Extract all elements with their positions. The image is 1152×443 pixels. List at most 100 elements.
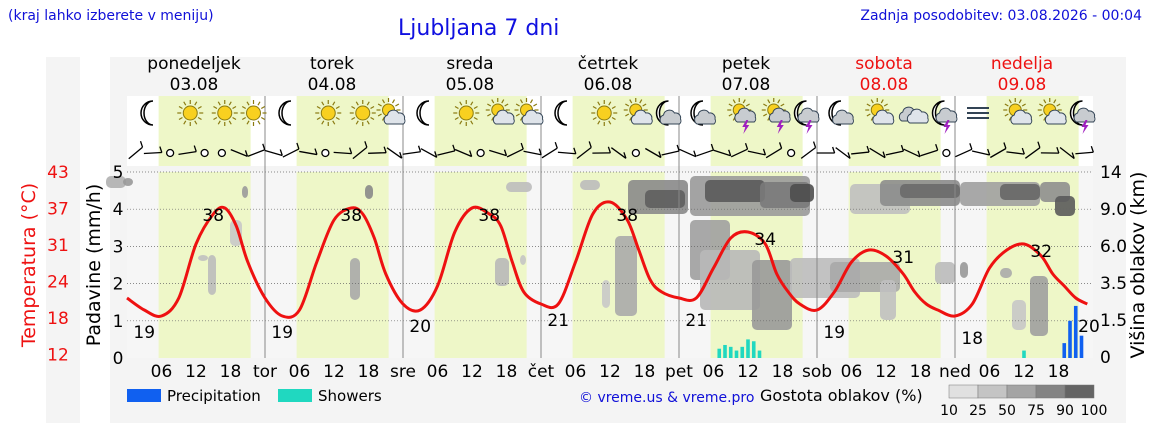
density-legend-swatch: [948, 384, 979, 399]
day-short-label: čet: [528, 362, 555, 382]
wind-barb-flag: [262, 143, 266, 150]
wind-barb-flag: [434, 151, 438, 158]
wind-barb-icon: [247, 149, 266, 157]
precip-bar: [1062, 343, 1067, 358]
moon-icon: [554, 100, 568, 126]
wind-barb-flag: [1071, 152, 1075, 159]
temperature-series: [126, 200, 1088, 319]
moon-shape: [655, 100, 669, 126]
wind-barb-icon: [368, 152, 387, 154]
sun-ray: [370, 105, 375, 110]
cloud-patch: [790, 184, 814, 202]
wind-barb-icon: [851, 151, 870, 155]
precip-bar: [1068, 320, 1072, 358]
credit-link: © vreme.us & vreme.pro: [579, 390, 754, 406]
temperature-extreme-label: 19: [823, 323, 845, 343]
cloud-patch: [506, 182, 532, 192]
moon-shape: [278, 100, 292, 126]
sun-ray: [473, 105, 478, 110]
sun-ray: [377, 113, 382, 117]
moon-shape: [416, 100, 430, 126]
sun-ray: [592, 116, 597, 121]
cloud-height-tick-label: 1.5: [1100, 311, 1127, 331]
wind-barb-flag: [364, 141, 368, 148]
cloud-patch: [1055, 196, 1075, 216]
wind-barb-flag: [469, 150, 473, 157]
wind-barb-flag: [573, 147, 577, 154]
last-updated: Zadnja posodobitev: 03.08.2026 - 00:04: [860, 8, 1142, 24]
chart-title: Ljubljana 7 dni: [398, 16, 560, 41]
grid-lines: [127, 96, 1093, 358]
sun-ray: [335, 116, 340, 121]
wind-barb-icon: [610, 147, 627, 159]
cloud-patch: [198, 255, 208, 261]
temperature-extreme-label: 38: [478, 206, 500, 226]
cloud-height-tick-label: 14: [1100, 163, 1122, 183]
sun-ray: [332, 101, 336, 106]
hour-tick-label: 12: [599, 362, 621, 382]
wind-barb-flag: [987, 148, 991, 156]
sun-ray: [213, 116, 218, 121]
day-date: 09.08: [998, 75, 1047, 95]
sun-ray: [183, 120, 187, 125]
cloud-patch: [880, 280, 896, 320]
sun-ray: [1043, 99, 1047, 104]
shower-bar: [740, 346, 745, 358]
moon-shape: [690, 100, 704, 126]
sun-ray: [321, 101, 325, 106]
hour-tick-label: 18: [496, 362, 518, 382]
moon-shape: [828, 100, 842, 126]
cloud-patch: [580, 180, 600, 190]
sun-ray: [866, 103, 871, 107]
sun-ray: [454, 116, 459, 121]
sun-cloud-icon: [865, 98, 895, 125]
region-hint[interactable]: (kraj lahko izberete v meniju): [8, 8, 214, 24]
moon-storm-icon: [793, 100, 820, 134]
wind-barb-flag: [244, 150, 249, 157]
sun-ray: [883, 103, 888, 107]
wind-barb-icon: [696, 149, 714, 157]
sun-ray: [232, 116, 237, 121]
hour-tick-label: 06: [979, 362, 1001, 382]
day-name: sobota: [855, 54, 913, 74]
cloud-shape: [659, 109, 682, 125]
sun-ray: [395, 103, 400, 107]
legend-showers-label: Showers: [318, 387, 382, 405]
sun-ray: [355, 120, 359, 125]
moon-storm-icon: [931, 100, 958, 134]
sun-ray: [217, 120, 221, 125]
wind-barb-flag: [193, 145, 197, 152]
day-name: sreda: [446, 54, 493, 74]
sun-ray: [501, 99, 505, 104]
cloud-height-tick-label: 0: [1100, 348, 1111, 368]
wind-barb-icon: [1006, 151, 1025, 155]
wind-barb-flag: [969, 143, 973, 150]
wind-barb-icon: [299, 150, 318, 156]
wind-barb-flag: [900, 144, 905, 152]
wind-calm-icon: [165, 148, 175, 158]
day-date: 03.08: [170, 75, 219, 95]
wind-barb-icon: [920, 149, 938, 157]
cloud-shape: [1073, 107, 1096, 123]
sun-ray: [742, 99, 746, 104]
day-name: torek: [310, 54, 354, 74]
moon-storm-icon: [1069, 100, 1096, 134]
cloud-patch: [1012, 300, 1026, 330]
sun-disc: [320, 105, 336, 121]
hour-tick-label: 12: [323, 362, 345, 382]
sun-ray: [178, 116, 183, 121]
hour-tick-label: 12: [185, 362, 207, 382]
cloud-patch: [615, 236, 637, 316]
sun-ray: [780, 103, 785, 107]
hour-tick-label: 18: [1048, 362, 1070, 382]
cloud-shape: [383, 109, 406, 125]
wind-barb-flag: [744, 142, 749, 150]
day-name: petek: [722, 54, 770, 74]
temperature-line: [126, 200, 1088, 319]
hour-tick-label: 06: [565, 362, 587, 382]
wind-barb-flag: [778, 142, 783, 149]
hour-tick-label: 12: [875, 362, 897, 382]
cloud-shape: [906, 108, 929, 124]
sun-disc: [246, 105, 261, 121]
wind-barb-flag: [847, 152, 851, 159]
